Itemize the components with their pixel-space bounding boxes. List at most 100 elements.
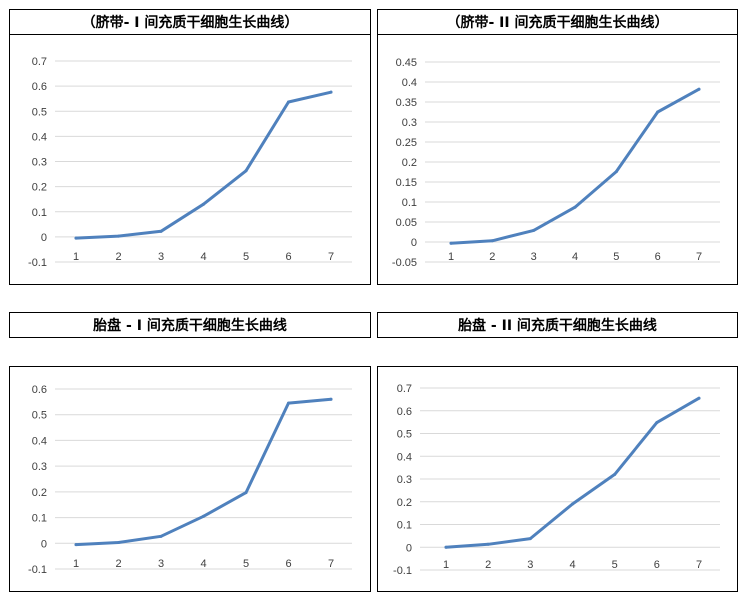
y-tick-label: 0.35 (396, 97, 417, 109)
data-point (613, 472, 617, 476)
y-tick-label: 0 (411, 237, 417, 249)
chart-1-title: （脐带- I 间充质干细胞生长曲线） (81, 15, 299, 31)
y-tick-label: 0.3 (397, 474, 412, 486)
y-tick-label: 0.4 (397, 451, 412, 463)
y-tick-label: -0.1 (28, 564, 47, 576)
data-point (329, 90, 333, 94)
y-tick-label: 0.2 (402, 157, 417, 169)
x-tick-label: 6 (285, 251, 291, 263)
y-tick-label: 0.2 (32, 182, 47, 194)
data-point (444, 545, 448, 549)
data-point (449, 241, 453, 245)
y-tick-label: 0.15 (396, 177, 417, 189)
data-point (697, 87, 701, 91)
data-point (656, 110, 660, 114)
data-point (655, 421, 659, 425)
x-tick-label: 5 (243, 558, 249, 570)
x-tick-label: 3 (158, 558, 164, 570)
y-tick-label: 0.3 (32, 461, 47, 473)
x-tick-label: 4 (572, 251, 578, 263)
data-point (159, 229, 163, 233)
y-tick-label: 0.6 (32, 81, 47, 93)
x-tick-label: 1 (448, 251, 454, 263)
data-point (532, 228, 536, 232)
x-tick-label: 5 (612, 559, 618, 571)
data-point (159, 534, 163, 538)
y-tick-label: 0.4 (32, 435, 47, 447)
y-tick-label: 0.6 (397, 406, 412, 418)
data-point (287, 100, 290, 104)
data-point (571, 502, 574, 506)
x-tick-label: 6 (654, 559, 660, 571)
x-tick-label: 7 (696, 559, 702, 571)
y-tick-label: 0.1 (32, 207, 47, 219)
y-tick-label: 0.25 (396, 137, 417, 149)
y-tick-label: 0.05 (396, 217, 417, 229)
y-tick-label: 0.1 (402, 197, 417, 209)
chart-4-title: 胎盘 - II 间充质干细胞生长曲线 (458, 318, 657, 334)
x-tick-label: 4 (200, 558, 206, 570)
y-tick-label: 0.6 (32, 384, 47, 396)
y-tick-label: 0.3 (402, 117, 417, 129)
y-tick-label: 0 (41, 232, 47, 244)
x-tick-label: 6 (655, 251, 661, 263)
x-tick-label: 2 (115, 251, 121, 263)
x-tick-label: 1 (73, 251, 79, 263)
x-tick-label: 2 (115, 558, 121, 570)
y-tick-label: 0.3 (32, 157, 47, 169)
y-tick-label: -0.1 (393, 565, 412, 577)
y-tick-label: 0.5 (32, 410, 47, 422)
y-tick-label: 0.7 (397, 383, 412, 395)
data-point (573, 205, 577, 209)
x-tick-label: 2 (485, 559, 491, 571)
x-tick-label: 7 (696, 251, 702, 263)
y-tick-label: 0.5 (397, 429, 412, 441)
chart-3-title: 胎盘 - I 间充质干细胞生长曲线 (93, 318, 287, 334)
data-point (486, 542, 490, 546)
data-point (287, 401, 290, 405)
data-point (74, 236, 78, 240)
y-tick-label: 0.1 (32, 513, 47, 525)
y-tick-label: 0 (406, 542, 412, 554)
data-point (329, 397, 333, 401)
data-point (117, 234, 120, 238)
x-tick-label: 5 (613, 251, 619, 263)
data-point (117, 541, 120, 545)
y-tick-label: 0.1 (397, 520, 412, 532)
chart-2-title: （脐带- II 间充质干细胞生长曲线） (446, 15, 669, 31)
panel-3-title-box (9, 312, 371, 338)
data-point (697, 396, 701, 400)
x-tick-label: 1 (443, 559, 449, 571)
x-tick-label: 3 (531, 251, 537, 263)
x-tick-label: 5 (243, 251, 249, 263)
y-tick-label: -0.05 (392, 257, 417, 269)
y-tick-label: -0.1 (28, 257, 47, 269)
data-point (244, 169, 248, 173)
x-tick-label: 4 (569, 559, 575, 571)
panel-4-title-box (377, 312, 738, 338)
x-tick-label: 6 (285, 558, 291, 570)
data-point (244, 491, 248, 495)
y-tick-label: 0.45 (396, 57, 417, 69)
y-tick-label: 0.2 (32, 487, 47, 499)
data-point (202, 514, 205, 518)
x-tick-label: 3 (527, 559, 533, 571)
y-tick-label: 0.4 (32, 131, 47, 143)
data-point (528, 537, 532, 541)
panel-1-top-divider (9, 34, 371, 35)
panel-1-title-box (9, 9, 371, 285)
x-tick-label: 3 (158, 251, 164, 263)
x-tick-label: 7 (328, 558, 334, 570)
x-tick-label: 7 (328, 251, 334, 263)
x-tick-label: 1 (73, 558, 79, 570)
panel-2-top-divider (377, 34, 738, 35)
y-tick-label: 0.7 (32, 56, 47, 68)
y-tick-label: 0.5 (32, 106, 47, 118)
y-tick-label: 0.2 (397, 497, 412, 509)
x-tick-label: 2 (489, 251, 495, 263)
data-point (74, 543, 78, 547)
panel-3-chart-box (9, 366, 371, 592)
